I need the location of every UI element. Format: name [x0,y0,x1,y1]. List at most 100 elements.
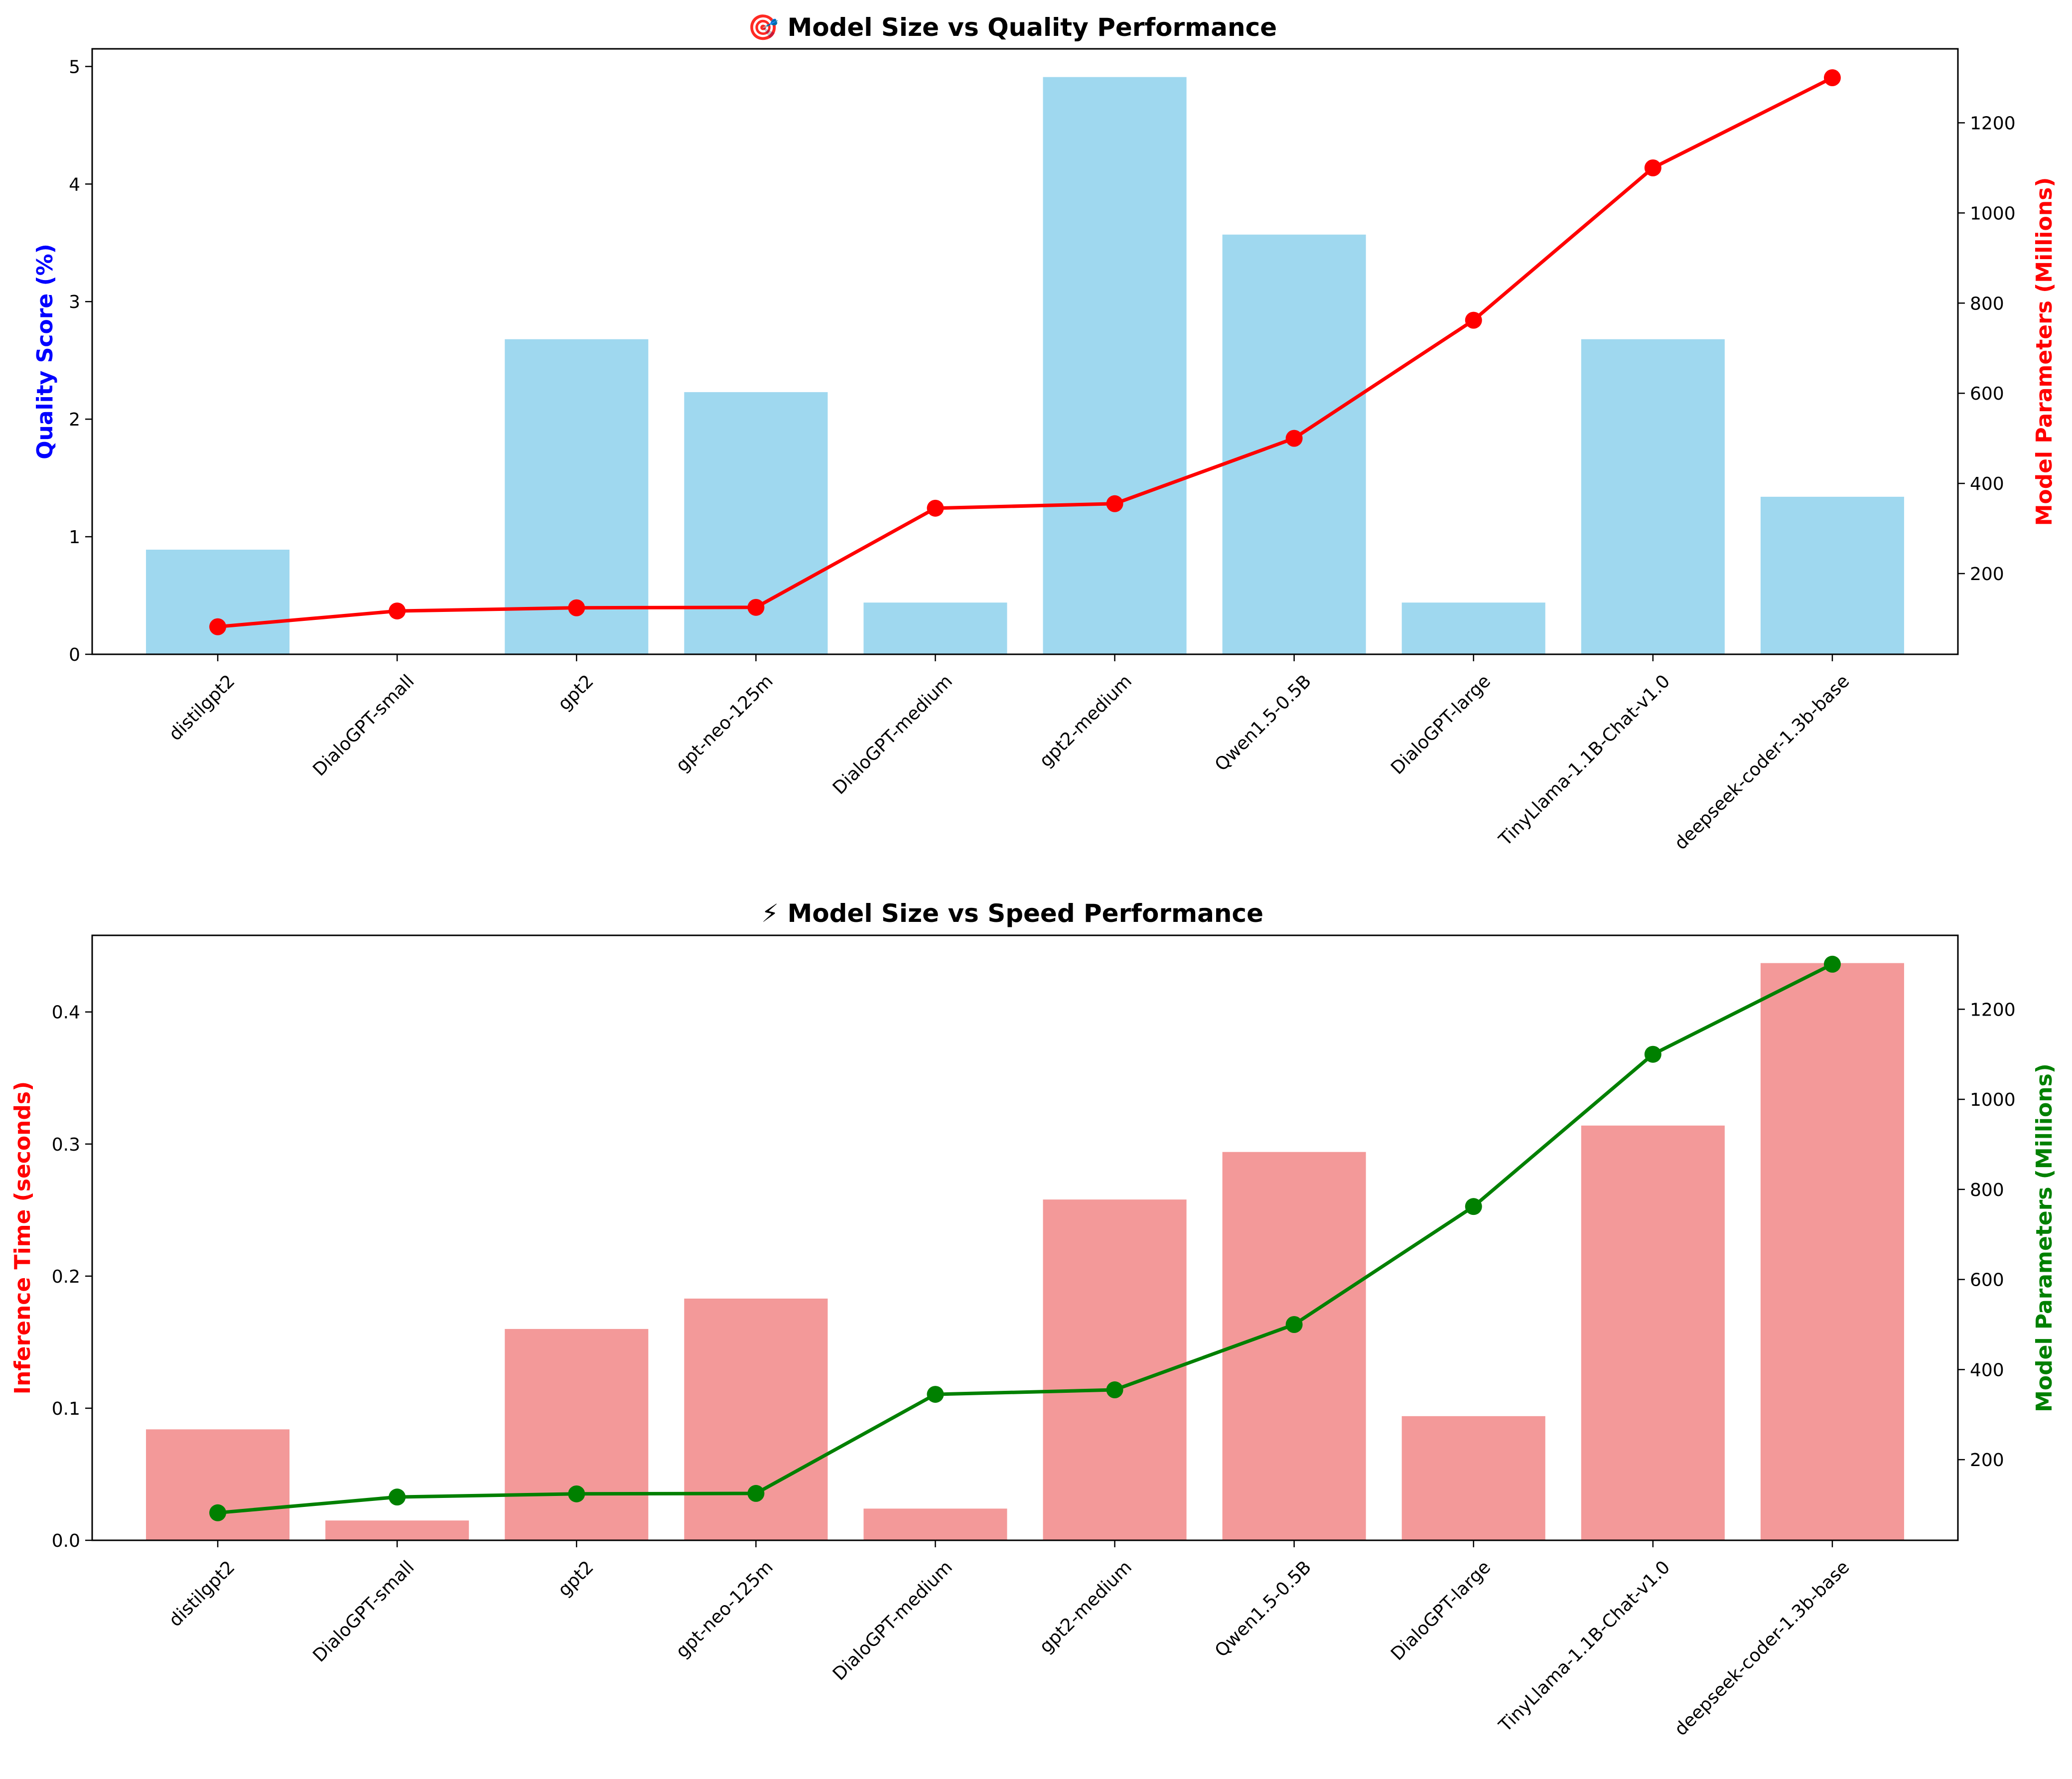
speed-x-tick-label: DialoGPT-small [309,1557,418,1666]
quality-x-tick-label: deepseek-coder-1.3b-base [1670,671,1853,854]
speed-left-axis-label: Inference Time (seconds) [10,1081,35,1394]
speed-x-tick-label: deepseek-coder-1.3b-base [1670,1557,1853,1740]
quality-param-point [568,599,585,616]
speed-right-tick-label: 1200 [1970,1000,2016,1020]
quality-right-tick-label: 1200 [1970,113,2016,134]
quality-param-point [1823,69,1841,86]
speed-bar [146,1429,290,1540]
quality-param-point [209,618,227,635]
quality-left-axis: 0 1 2 3 4 5 [69,57,92,665]
quality-right-tick-label: 400 [1970,474,2004,494]
quality-bar [863,602,1007,654]
quality-x-tick-label: Qwen1.5-0.5B [1211,671,1315,775]
quality-left-tick-label: 5 [69,57,80,77]
quality-bar [1581,339,1725,654]
quality-param-line [209,69,1841,635]
speed-right-tick-label: 1000 [1970,1090,2016,1110]
quality-x-tick-label: DialoGPT-medium [829,671,957,798]
speed-axes-frame [91,934,1959,1541]
speed-right-tick-label: 600 [1970,1270,2004,1291]
quality-param-point [1285,430,1303,447]
speed-param-point [389,1488,406,1506]
speed-bar [505,1329,649,1540]
speed-x-tick-label: Qwen1.5-0.5B [1211,1557,1315,1661]
speed-right-tick-label: 800 [1970,1180,2004,1200]
speed-x-tick-label: gpt2-medium [1036,1557,1136,1657]
quality-right-axis-label: Model Parameters (Millions) [2032,177,2057,526]
speed-bar [684,1298,828,1540]
quality-x-tick-label: gpt2-medium [1036,671,1136,771]
speed-chart-title: ⚡ Model Size vs Speed Performance [761,899,1263,928]
speed-right-tick-label: 400 [1970,1360,2004,1380]
quality-param-line-path [217,76,1833,629]
speed-bars [146,963,1904,1540]
speed-right-tick-label: 200 [1970,1450,2004,1471]
quality-left-tick-label: 3 [69,292,80,312]
speed-bar [1401,1416,1545,1540]
speed-bar [1043,1199,1187,1540]
quality-left-tick-label: 2 [69,410,80,430]
quality-left-axis-label: Quality Score (%) [32,244,58,459]
quality-x-tick-label: gpt2 [554,671,597,714]
speed-bar [1760,963,1904,1540]
quality-param-point [389,602,406,620]
speed-param-point [1285,1316,1303,1333]
speed-param-line-path [217,962,1833,1515]
quality-chart-title: 🎯 Model Size vs Quality Performance [748,13,1277,42]
quality-param-point [927,499,944,517]
speed-param-point [209,1504,227,1521]
quality-right-tick-label: 800 [1970,294,2004,314]
speed-param-point [1465,1198,1482,1215]
quality-bar [146,550,290,654]
quality-x-tick-label: DialoGPT-small [309,671,418,780]
quality-bar [1401,602,1545,654]
quality-param-point [1465,311,1482,329]
speed-left-tick-label: 0.0 [52,1531,80,1551]
speed-right-axis-label: Model Parameters (Millions) [2032,1063,2057,1412]
speed-param-point [1106,1381,1123,1399]
quality-param-point [1644,159,1661,176]
speed-x-tick-label: gpt2 [554,1557,597,1600]
quality-x-tick-label: distilgpt2 [165,671,239,744]
speed-right-axis: 200 400 600 800 1000 1200 [1958,1000,2016,1471]
quality-param-point [1106,495,1123,512]
speed-x-axis: distilgpt2 DialoGPT-small gpt2 gpt-neo-125m… [165,1540,1853,1740]
speed-bar [863,1508,1007,1540]
quality-x-tick-label: gpt-neo-125m [672,671,777,776]
quality-left-tick-label: 0 [69,645,80,665]
speed-left-tick-label: 0.1 [52,1399,80,1419]
quality-right-tick-label: 1000 [1970,203,2016,224]
speed-left-tick-label: 0.2 [52,1267,80,1287]
quality-axes-frame [91,48,1959,655]
speed-x-tick-label: gpt-neo-125m [672,1557,777,1662]
speed-param-point [1823,955,1841,973]
quality-right-tick-label: 200 [1970,564,2004,585]
speed-bar [325,1520,469,1540]
speed-left-tick-label: 0.3 [52,1135,80,1155]
quality-bar [1043,77,1187,655]
speed-x-tick-label: DialoGPT-large [1387,1557,1495,1664]
quality-right-tick-label: 600 [1970,384,2004,404]
speed-bar [1581,1125,1725,1540]
quality-left-tick-label: 4 [69,174,80,195]
speed-param-point [747,1484,765,1502]
speed-x-tick-label: DialoGPT-medium [829,1557,957,1684]
speed-param-point [568,1485,585,1502]
speed-panel: ⚡ Model Size vs Speed Performance 0.0 0.1… [10,899,2057,1740]
quality-right-axis: 200 400 600 800 1000 1200 [1958,113,2016,585]
speed-x-tick-label: distilgpt2 [165,1557,239,1631]
quality-bars [146,77,1904,655]
speed-param-line [209,955,1841,1521]
quality-left-tick-label: 1 [69,527,80,548]
speed-x-tick-label: TinyLlama-1.1B-Chat-v1.0 [1495,1557,1674,1736]
speed-param-point [927,1386,944,1403]
quality-x-tick-label: DialoGPT-large [1387,671,1495,778]
quality-param-point [747,598,765,616]
speed-left-tick-label: 0.4 [52,1003,80,1023]
speed-param-point [1644,1045,1661,1063]
quality-x-tick-label: TinyLlama-1.1B-Chat-v1.0 [1495,671,1674,850]
speed-bar [1222,1152,1366,1540]
quality-bar [1760,496,1904,654]
quality-x-axis: distilgpt2 DialoGPT-small gpt2 gpt-neo-125m… [165,654,1853,854]
